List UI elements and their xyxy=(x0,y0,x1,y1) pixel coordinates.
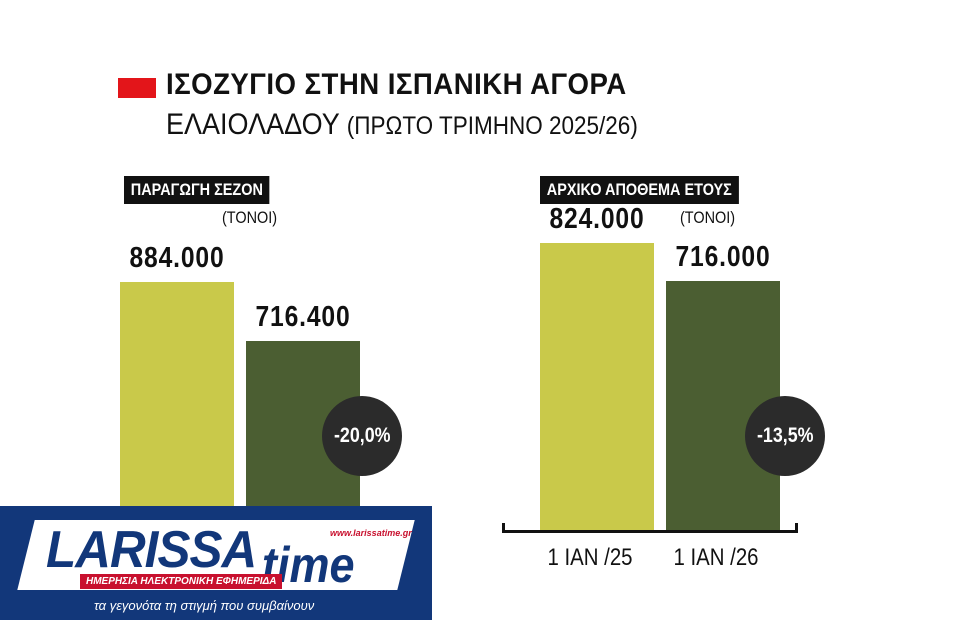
stock-unit-label: (ΤΟΝΟΙ) xyxy=(680,208,736,227)
logo-slogan: τα γεγονότα τη στιγμή που συμβαίνουν xyxy=(94,598,315,613)
stock-x-axis xyxy=(502,523,798,533)
stock-value-label-1: 824.000 xyxy=(549,203,645,236)
stock-change-label: -13,5% xyxy=(756,424,814,447)
production-change-badge: -20,0% xyxy=(322,396,402,476)
stock-chart-title: ΑΡΧΙΚΟ ΑΠΟΘΕΜΑ ΕΤΟΥΣ xyxy=(540,176,739,204)
logo-url: www.larissatime.gr xyxy=(330,528,412,538)
production-change-label: -20,0% xyxy=(333,424,391,447)
production-chart-title: ΠΑΡΑΓΩΓΗ ΣΕΖΟΝ xyxy=(124,176,270,204)
production-unit-label: (ΤΟΝΟΙ) xyxy=(222,208,278,227)
chart-title: ΙΣΟΖΥΓΙΟ ΣΤΗΝ ΙΣΠΑΝΙΚΗ ΑΓΟΡΑ xyxy=(166,68,627,101)
production-value-label-1: 884.000 xyxy=(129,242,225,275)
larissatime-logo: LARISSA time www.larissatime.gr ΗΜΕΡΗΣΙΑ… xyxy=(0,506,432,620)
logo-name: LARISSA xyxy=(46,521,257,579)
stock-value-label-2: 716.000 xyxy=(675,240,771,273)
subtitle-period: (ΠΡΩΤΟ ΤΡΙΜΗΝΟ 2025/26) xyxy=(346,112,638,140)
logo-tagline: ΗΜΕΡΗΣΙΑ ΗΛΕΚΤΡΟΝΙΚΗ ΕΦΗΜΕΡΙΔΑ xyxy=(80,574,283,589)
title-marker xyxy=(118,78,156,98)
stock-change-badge: -13,5% xyxy=(745,396,825,476)
stock-tick-label-2: 1 ΙΑΝ /26 xyxy=(673,544,759,571)
stock-bar-1 xyxy=(540,243,654,530)
stock-tick-label-1: 1 ΙΑΝ /25 xyxy=(547,544,633,571)
subtitle-main: ΕΛΑΙΟΛΑΔΟΥ xyxy=(166,108,340,141)
chart-subtitle: ΕΛΑΙΟΛΑΔΟΥ (ΠΡΩΤΟ ΤΡΙΜΗΝΟ 2025/26) xyxy=(166,108,638,142)
production-value-label-2: 716.400 xyxy=(255,300,351,333)
